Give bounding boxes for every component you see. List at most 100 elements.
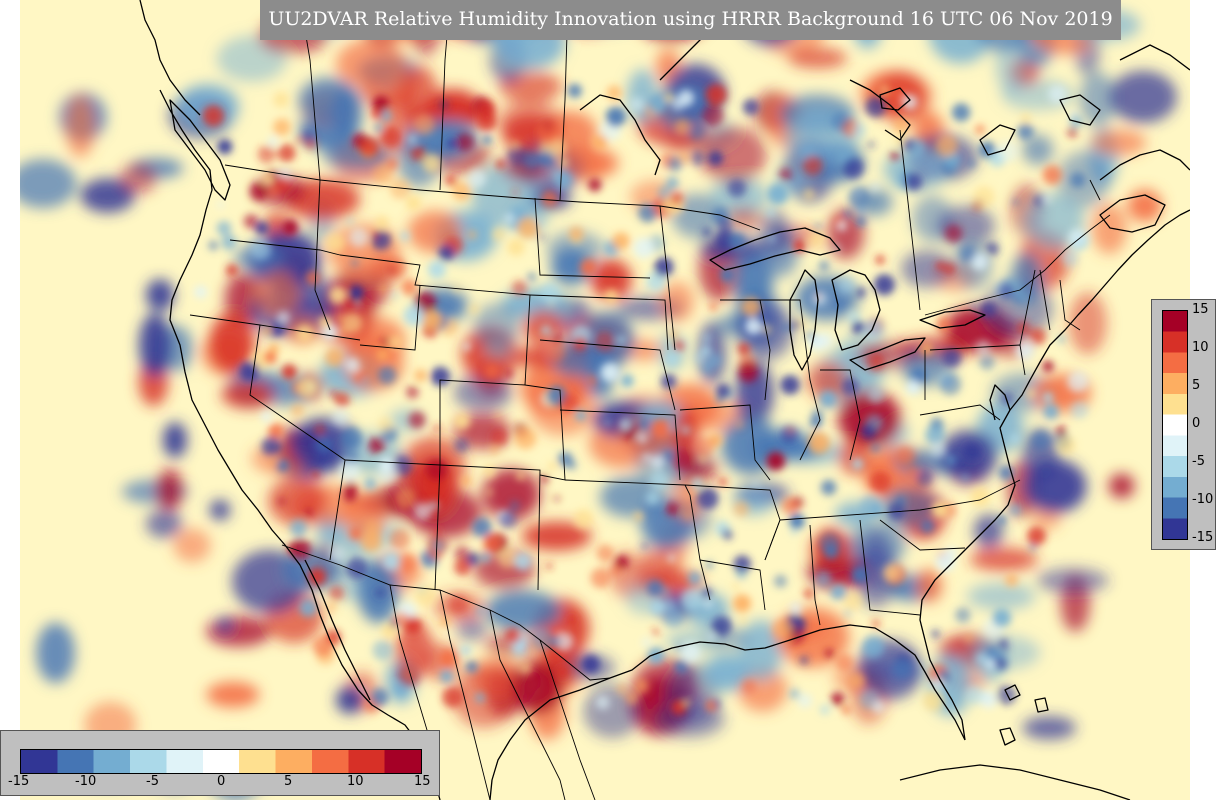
innovation-speck	[531, 628, 554, 650]
innovation-speck	[671, 449, 692, 470]
colorbar-vertical-tick-label: -10	[1192, 492, 1214, 507]
innovation-speck	[700, 345, 712, 356]
innovation-speck	[268, 136, 278, 146]
innovation-speck	[841, 131, 849, 139]
innovation-speck	[440, 669, 453, 683]
innovation-speck	[996, 685, 1017, 705]
innovation-blob	[156, 469, 184, 511]
colorbar-vertical-tick-label: 5	[1192, 378, 1201, 393]
innovation-speck	[438, 245, 455, 262]
innovation-speck	[408, 134, 417, 144]
innovation-speck	[871, 619, 881, 628]
innovation-speck	[507, 238, 525, 257]
innovation-blob	[221, 380, 275, 409]
innovation-speck	[559, 393, 579, 413]
innovation-speck	[890, 151, 899, 160]
innovation-speck	[389, 178, 411, 200]
innovation-speck	[1000, 644, 1010, 653]
innovation-speck	[596, 544, 614, 562]
innovation-speck	[848, 672, 865, 690]
innovation-blob	[400, 65, 439, 129]
innovation-speck	[992, 608, 1012, 628]
map-title: UU2DVAR Relative Humidity Innovation usi…	[260, 0, 1121, 40]
innovation-speck	[540, 475, 549, 483]
innovation-speck	[707, 353, 722, 368]
innovation-speck	[1029, 543, 1037, 551]
colorbar-horizontal-tick-label: 5	[284, 774, 293, 789]
innovation-speck	[664, 93, 675, 103]
innovation-speck	[567, 83, 582, 98]
innovation-speck	[311, 470, 320, 480]
innovation-speck	[1057, 334, 1066, 344]
innovation-speck	[1020, 112, 1032, 124]
innovation-speck	[334, 392, 350, 408]
innovation-speck	[742, 98, 759, 116]
innovation-speck	[483, 533, 502, 553]
innovation-blob	[739, 619, 783, 681]
innovation-speck	[289, 519, 308, 537]
innovation-speck	[961, 473, 969, 481]
innovation-speck	[509, 500, 520, 511]
innovation-speck	[650, 455, 665, 469]
colorbar-horizontal-tick-label: -5	[146, 774, 159, 789]
innovation-blob	[1108, 473, 1135, 499]
innovation-speck	[1048, 84, 1067, 104]
innovation-speck	[830, 584, 847, 600]
innovation-speck	[693, 436, 715, 458]
innovation-blob	[119, 163, 158, 194]
innovation-blob	[916, 568, 943, 603]
innovation-speck	[540, 325, 552, 336]
innovation-speck	[787, 426, 794, 434]
innovation-speck	[704, 599, 713, 609]
innovation-speck	[426, 458, 448, 481]
innovation-speck	[512, 189, 519, 196]
innovation-speck	[780, 375, 800, 395]
innovation-speck	[985, 659, 996, 670]
innovation-speck	[262, 173, 274, 185]
innovation-speck	[848, 186, 870, 208]
innovation-speck	[766, 451, 786, 471]
innovation-speck	[289, 538, 311, 561]
innovation-speck	[556, 665, 569, 679]
innovation-speck	[1055, 425, 1067, 437]
innovation-speck	[651, 419, 671, 439]
innovation-speck	[329, 585, 345, 601]
innovation-speck	[217, 201, 224, 209]
innovation-speck	[1067, 371, 1089, 393]
innovation-speck	[512, 141, 519, 148]
innovation-speck	[657, 185, 672, 200]
innovation-speck	[465, 660, 478, 673]
innovation-speck	[819, 704, 830, 715]
innovation-speck	[348, 285, 364, 301]
innovation-speck	[517, 216, 539, 239]
innovation-speck	[738, 362, 759, 383]
innovation-speck	[273, 118, 291, 136]
innovation-speck	[454, 545, 470, 562]
innovation-speck	[979, 691, 998, 709]
innovation-speck	[939, 373, 962, 396]
innovation-speck	[620, 374, 634, 388]
innovation-speck	[494, 412, 501, 420]
innovation-speck	[504, 213, 515, 224]
innovation-speck	[315, 436, 333, 454]
innovation-speck	[765, 207, 776, 218]
innovation-speck	[842, 157, 864, 179]
innovation-speck	[492, 227, 505, 241]
innovation-speck	[579, 258, 598, 276]
innovation-speck	[538, 141, 551, 154]
innovation-speck	[842, 209, 853, 220]
innovation-blob	[336, 39, 407, 90]
innovation-speck	[660, 373, 677, 390]
innovation-speck	[844, 609, 852, 617]
innovation-speck	[677, 89, 695, 107]
innovation-speck	[541, 190, 559, 208]
innovation-blob	[20, 159, 77, 209]
innovation-speck	[305, 270, 320, 286]
innovation-speck	[413, 113, 435, 135]
innovation-speck	[994, 656, 1008, 671]
innovation-speck	[545, 562, 553, 570]
innovation-speck	[410, 145, 427, 162]
innovation-speck	[295, 136, 303, 144]
innovation-blob	[546, 231, 605, 265]
innovation-speck	[475, 99, 497, 120]
